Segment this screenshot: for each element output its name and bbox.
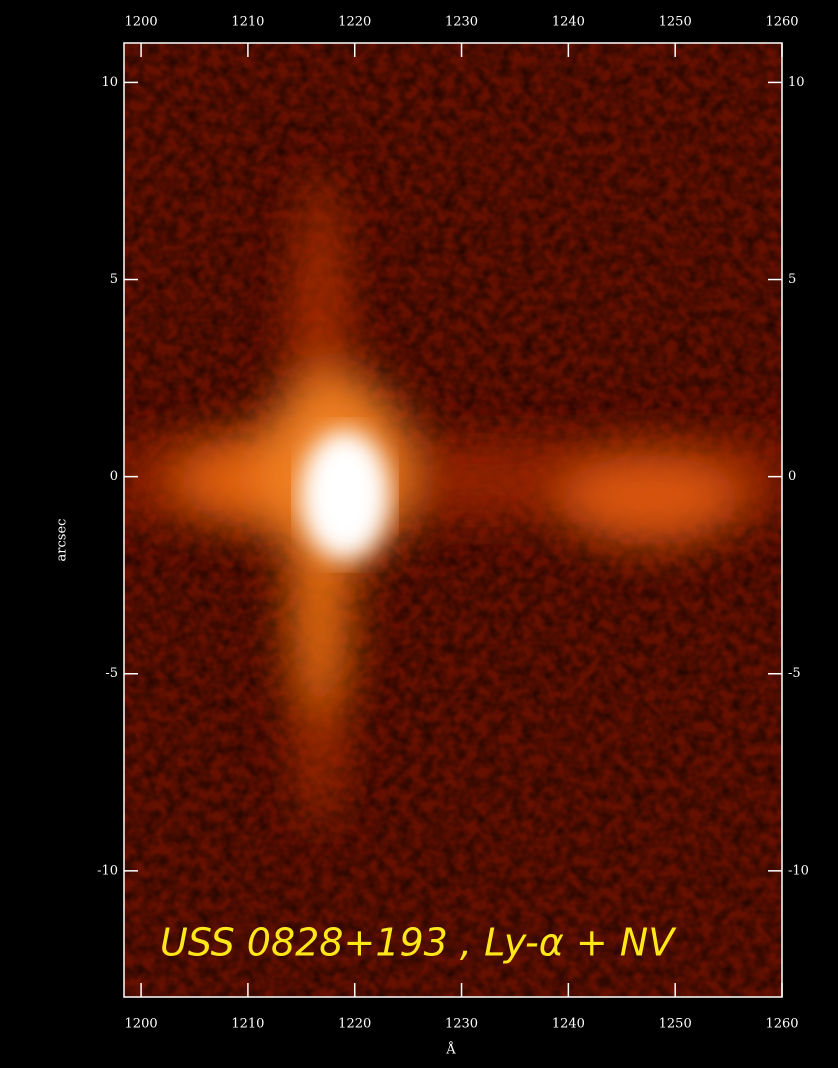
x-tick-label: 1250 xyxy=(659,15,692,30)
plot-frame xyxy=(123,42,783,998)
y-tick-label: -5 xyxy=(105,666,118,681)
y-axis-label: arcsec xyxy=(55,519,70,562)
y-tick-label: 0 xyxy=(110,469,118,484)
x-tick-label: 1220 xyxy=(338,1017,371,1032)
x-tick-label: 1250 xyxy=(659,1017,692,1032)
y-tick-label: -10 xyxy=(97,863,118,878)
spectrum-image xyxy=(124,43,782,997)
x-axis-label: Å xyxy=(445,1042,456,1058)
x-tick-label: 1210 xyxy=(231,15,264,30)
y-tick-label: 5 xyxy=(788,272,796,287)
annotation: USS 0828+193 , Ly-α + NV xyxy=(160,921,677,965)
y-tick-label: -5 xyxy=(788,666,801,681)
x-tick-label: 1230 xyxy=(445,15,478,30)
x-tick-label: 1200 xyxy=(125,1017,158,1032)
x-tick-label: 1210 xyxy=(231,1017,264,1032)
x-tick-label: 1220 xyxy=(338,15,371,30)
x-tick-label: 1240 xyxy=(552,15,585,30)
x-tick-label: 1230 xyxy=(445,1017,478,1032)
x-tick-label: 1260 xyxy=(765,15,798,30)
x-tick-label: 1240 xyxy=(552,1017,585,1032)
x-tick-label: 1260 xyxy=(765,1017,798,1032)
y-tick-label: 5 xyxy=(110,272,118,287)
x-tick-label: 1200 xyxy=(125,15,158,30)
y-tick-label: 10 xyxy=(101,75,118,90)
y-tick-label: 0 xyxy=(788,469,796,484)
y-tick-label: -10 xyxy=(788,863,809,878)
y-tick-label: 10 xyxy=(788,75,805,90)
